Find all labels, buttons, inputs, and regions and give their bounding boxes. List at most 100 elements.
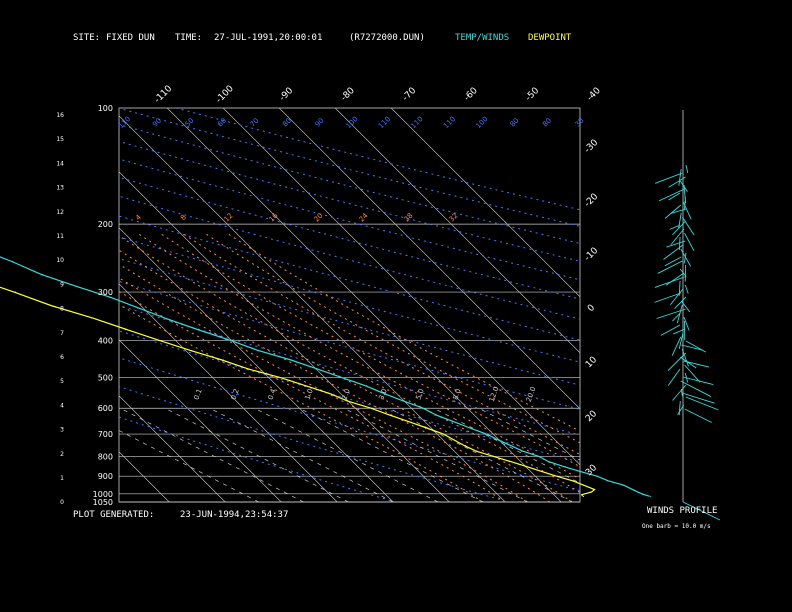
wind-barb bbox=[670, 228, 685, 245]
isotherm-top-label: -40 bbox=[585, 86, 603, 104]
pressure-tick-label: 600 bbox=[98, 404, 113, 413]
mixing-ratio-label: 0.1 bbox=[192, 388, 203, 401]
mixing-ratio-label: 3.0 bbox=[377, 388, 388, 401]
wind-barb bbox=[684, 196, 686, 211]
wind-barb bbox=[682, 376, 714, 385]
dewpoint-point bbox=[525, 465, 527, 468]
height-tick-label: 1 bbox=[60, 475, 64, 482]
wind-barb bbox=[681, 348, 689, 367]
mixing-ratio-line bbox=[164, 407, 349, 502]
dry-adiabat-label: 80 bbox=[281, 117, 293, 129]
wind-barb bbox=[679, 268, 687, 277]
moist-adiabat-line bbox=[119, 290, 506, 502]
moist-adiabat-label: 24 bbox=[358, 211, 370, 223]
moist-adiabat-label: 8 bbox=[179, 213, 188, 222]
dewpoint-point bbox=[583, 484, 585, 486]
temperature-point bbox=[315, 368, 317, 370]
dewpoint-point bbox=[248, 368, 250, 370]
dewpoint-point bbox=[476, 450, 478, 452]
isotherm-line bbox=[119, 283, 338, 502]
dewpoint-point bbox=[371, 407, 373, 409]
dewpoint-point bbox=[222, 359, 224, 361]
wind-barb bbox=[680, 300, 691, 313]
temperature-point bbox=[498, 439, 500, 441]
dewpoint-point bbox=[50, 304, 52, 307]
wind-barb bbox=[656, 308, 686, 319]
wind-barb bbox=[672, 312, 681, 322]
mixing-ratio-label: 8.0 bbox=[451, 388, 462, 401]
height-tick-label: 6 bbox=[60, 354, 64, 361]
moist-adiabat-line bbox=[225, 231, 580, 432]
temperature-point bbox=[580, 470, 582, 473]
moist-adiabat-line bbox=[119, 263, 551, 502]
dry-adiabat-label: 100 bbox=[345, 115, 360, 130]
wind-barb bbox=[683, 360, 710, 368]
temperature-point bbox=[257, 349, 260, 352]
moist-adiabat-label: 28 bbox=[403, 212, 415, 224]
dry-adiabat-label: 90 bbox=[314, 117, 326, 129]
temperature-point bbox=[109, 296, 111, 299]
wind-barb bbox=[667, 368, 681, 386]
isotherm-right-label: -30 bbox=[583, 138, 601, 156]
moist-adiabat-line bbox=[119, 235, 580, 494]
dewpoint-point bbox=[329, 393, 331, 395]
wind-barb bbox=[674, 296, 687, 309]
dry-adiabat-label: 80 bbox=[509, 117, 521, 129]
mixing-ratio-line bbox=[254, 407, 439, 502]
legend-dewpoint: DEWPOINT bbox=[528, 33, 572, 43]
dewpoint-point bbox=[572, 480, 575, 482]
wind-barb bbox=[664, 256, 682, 267]
plot-generated-value: 23-JUN-1994,23:54:37 bbox=[180, 510, 289, 520]
temperature-point bbox=[487, 433, 489, 435]
dewpoint-point bbox=[304, 385, 306, 387]
temperature-point bbox=[564, 465, 566, 468]
mixing-ratio-line bbox=[119, 430, 259, 502]
dewpoint-point bbox=[453, 439, 455, 441]
dewpoint-point bbox=[589, 491, 592, 493]
pressure-tick-label: 100 bbox=[98, 104, 113, 113]
wind-barb bbox=[678, 168, 682, 186]
temperature-point bbox=[548, 460, 550, 463]
dry-adiabat-label: 90 bbox=[151, 117, 163, 129]
dry-adiabat-line bbox=[119, 158, 580, 281]
dry-adiabat-line bbox=[119, 357, 580, 492]
isotherm-line bbox=[166, 108, 562, 502]
mixing-ratio-line bbox=[433, 407, 580, 484]
dewpoint-point bbox=[557, 475, 559, 477]
isotherm-line bbox=[334, 108, 580, 354]
isotherm-line bbox=[0, 108, 1, 502]
wind-barb bbox=[670, 208, 687, 214]
wind-barb bbox=[683, 316, 690, 331]
wind-barb bbox=[681, 344, 703, 351]
wind-barb bbox=[672, 220, 686, 236]
grid-clipped bbox=[0, 108, 580, 502]
dewpoint-point bbox=[158, 339, 160, 341]
temperature-point bbox=[366, 385, 368, 387]
height-tick-label: 4 bbox=[60, 402, 64, 409]
mixing-ratio-line bbox=[120, 407, 304, 502]
isotherm-right-label: 0 bbox=[586, 303, 597, 314]
temperature-point bbox=[12, 260, 14, 263]
dry-adiabat-label: 30 bbox=[574, 117, 586, 129]
temperature-point bbox=[341, 377, 343, 379]
wind-barb bbox=[678, 400, 681, 416]
temperature-point bbox=[632, 488, 634, 491]
pressure-tick-label: 900 bbox=[98, 472, 113, 481]
temperature-point bbox=[452, 421, 454, 423]
dewpoint-point bbox=[424, 427, 427, 429]
moist-adiabat-label: 12 bbox=[223, 212, 235, 224]
wind-barb bbox=[685, 164, 689, 173]
dewpoint-point bbox=[279, 377, 281, 379]
wind-barb bbox=[682, 501, 721, 521]
height-tick-label: 9 bbox=[60, 281, 64, 288]
plot-generated-label: PLOT GENERATED: bbox=[73, 510, 155, 520]
mixing-ratio-label: 1.0 bbox=[303, 388, 314, 401]
dewpoint-point bbox=[592, 488, 595, 491]
wind-barb bbox=[684, 284, 689, 294]
dry-adiabat-line bbox=[119, 195, 580, 320]
temperature-point bbox=[606, 480, 608, 482]
temperature-point bbox=[76, 285, 78, 288]
isotherm-top-label: -50 bbox=[524, 86, 542, 104]
dry-adiabat-label: 80 bbox=[541, 117, 553, 129]
wind-barb bbox=[668, 176, 686, 188]
